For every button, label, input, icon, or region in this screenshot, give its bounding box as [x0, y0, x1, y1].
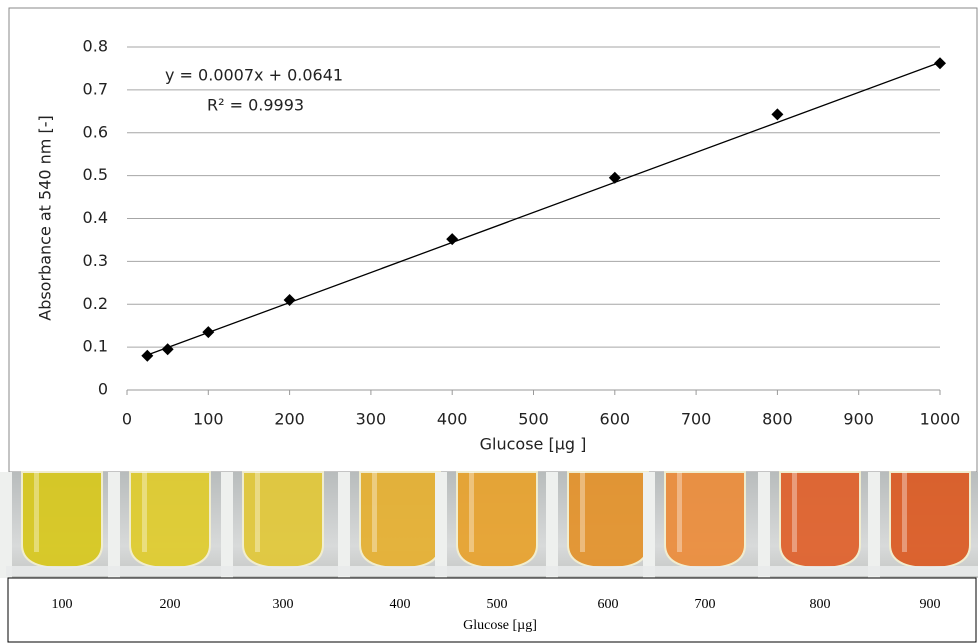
y-tick-label: 0.6 — [83, 122, 108, 141]
y-tick-label: 0.5 — [83, 165, 108, 184]
x-axis-label: Glucose [µg ] — [480, 435, 587, 454]
tube-highlight — [34, 472, 39, 552]
x-tick-label: 300 — [356, 410, 387, 429]
y-tick-label: 0.2 — [83, 294, 108, 313]
rack-post — [108, 472, 120, 578]
tube-highlight — [792, 472, 797, 552]
scale-label: 600 — [598, 597, 619, 612]
tube-highlight — [580, 472, 585, 552]
x-tick-label: 400 — [437, 410, 468, 429]
equation: y = 0.0007x + 0.0641 — [165, 66, 343, 85]
tube-highlight — [142, 472, 147, 552]
rack-post — [868, 472, 880, 578]
y-tick-label: 0.7 — [83, 79, 108, 98]
data-point — [934, 57, 946, 70]
scale-label: 500 — [487, 597, 508, 612]
y-tick-label: 0.1 — [83, 337, 108, 356]
data-point — [141, 349, 154, 362]
y-axis-label: Absorbance at 540 nm [-] — [36, 115, 55, 321]
data-point — [608, 171, 621, 184]
rack-post — [758, 472, 770, 578]
data-point — [283, 293, 296, 306]
rack-post — [546, 472, 558, 578]
x-tick-label: 0 — [122, 410, 132, 429]
trendline — [147, 61, 941, 356]
rack-post — [338, 472, 350, 578]
data-point — [771, 108, 784, 121]
chart-frame — [8, 7, 978, 473]
r-squared: R² = 0.9993 — [207, 96, 304, 115]
x-tick-label: 500 — [518, 410, 549, 429]
x-tick-label: 600 — [600, 410, 631, 429]
x-tick-label: 1000 — [920, 410, 961, 429]
tube-highlight — [677, 472, 682, 552]
data-point — [202, 326, 215, 339]
x-tick-label: 100 — [193, 410, 224, 429]
y-tick-label: 0.3 — [83, 251, 108, 270]
scale-label: 800 — [810, 597, 831, 612]
scale-label: 400 — [390, 597, 411, 612]
scale-axis-label: Glucose [µg] — [463, 618, 537, 633]
x-tick-label: 900 — [843, 410, 874, 429]
rack-post — [221, 472, 233, 578]
tube-highlight — [372, 472, 377, 552]
scale-label: 900 — [920, 597, 941, 612]
x-tick-label: 200 — [274, 410, 305, 429]
data-point — [446, 233, 459, 246]
y-tick-label: 0.4 — [83, 208, 108, 227]
tube-highlight — [255, 472, 260, 552]
rack-post — [643, 472, 655, 578]
x-tick-label: 800 — [762, 410, 793, 429]
tube-highlight — [469, 472, 474, 552]
scale-label: 300 — [273, 597, 294, 612]
scale-box — [7, 577, 977, 643]
photo — [0, 471, 978, 578]
scale-label: 200 — [160, 597, 181, 612]
rack-post — [435, 472, 447, 578]
scale-label: 700 — [695, 597, 716, 612]
rack-bar — [6, 566, 978, 576]
tube-highlight — [902, 472, 907, 552]
rack-post — [0, 472, 12, 578]
x-tick-label: 700 — [681, 410, 712, 429]
scale-label: 100 — [52, 597, 73, 612]
data-point — [161, 343, 174, 356]
y-tick-label: 0.8 — [83, 37, 108, 56]
y-tick-label: 0 — [98, 380, 108, 399]
